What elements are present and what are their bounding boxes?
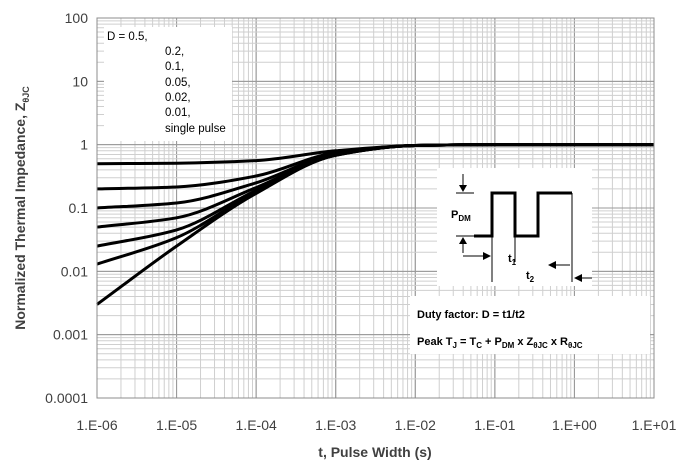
y-tick-label: 1 — [80, 137, 88, 153]
legend-line-1: D = 0.5, — [107, 31, 148, 43]
x-tick-label: 1.E-04 — [236, 417, 277, 433]
t2-arrowhead-right — [574, 274, 582, 282]
pdm-arrowhead-top — [459, 185, 467, 192]
t1-arrowhead — [483, 252, 491, 260]
y-tick-label: 10 — [72, 73, 88, 89]
y-axis-title: Normalized Thermal Impedance, ZθJC — [12, 86, 31, 330]
plot-border — [96, 17, 655, 399]
x-tick-label: 1.E+01 — [632, 417, 677, 433]
x-tick-labels: 1.E-06 1.E-05 1.E-04 1.E-03 1.E-02 1.E-01 1.E+… — [76, 417, 676, 433]
legend-line-6: 0.01, — [165, 107, 191, 119]
t2-label: t2 — [526, 270, 535, 284]
x-tick-label: 1.E-03 — [315, 417, 356, 433]
legend-line-4: 0.05, — [165, 77, 191, 89]
y-tick-label: 0.001 — [53, 327, 88, 343]
t1-label: t1 — [508, 253, 517, 267]
pdm-label: PDM — [451, 209, 471, 223]
pulse-diagram-inset: PDM t1 t2 — [437, 168, 592, 286]
x-tick-label: 1.E-05 — [156, 417, 197, 433]
legend-line-5: 0.02, — [165, 92, 191, 104]
series-line-7 — [96, 143, 654, 306]
x-tick-label: 1.E+00 — [552, 417, 597, 433]
y-tick-label: 0.1 — [69, 200, 89, 216]
legend-line-2: 0.2, — [165, 46, 184, 58]
pdm-arrowhead-bottom — [459, 237, 467, 244]
x-axis-title: t, Pulse Width (s) — [318, 444, 431, 460]
peak-formula-text: Peak TJ = TC + PDM x ZθJC x RθJC — [417, 336, 583, 350]
x-tick-label: 1.E-06 — [76, 417, 117, 433]
y-tick-label: 0.0001 — [45, 390, 88, 406]
series-lines — [96, 143, 654, 306]
legend-line-7: single pulse — [165, 123, 226, 135]
pulse-waveform — [474, 191, 572, 238]
legend: D = 0.5, 0.2, 0.1, 0.05, 0.02, 0.01, sin… — [104, 27, 232, 141]
y-tick-label: 100 — [65, 10, 89, 26]
formula-block: Duty factor: D = t1/t2 Peak TJ = TC + PD… — [410, 296, 650, 354]
x-tick-label: 1.E-01 — [474, 417, 515, 433]
legend-background — [104, 27, 232, 141]
y-tick-labels: 0.0001 0.001 0.01 0.1 1 10 100 — [45, 10, 88, 406]
t2-arrowhead-left — [548, 261, 556, 269]
legend-line-3: 0.1, — [165, 61, 184, 73]
duty-factor-text: Duty factor: D = t1/t2 — [417, 309, 525, 321]
y-tick-label: 0.01 — [61, 263, 88, 279]
formula-background — [410, 296, 650, 354]
x-tick-label: 1.E-02 — [395, 417, 436, 433]
